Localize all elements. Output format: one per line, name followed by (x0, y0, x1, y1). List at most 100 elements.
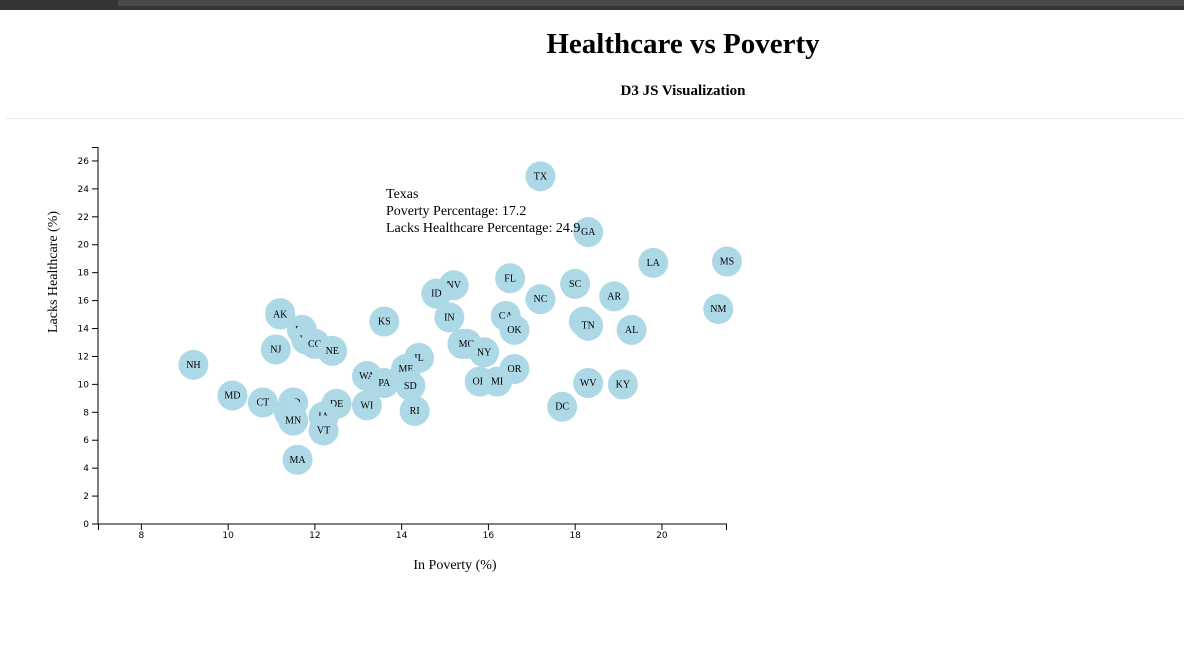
state-label: LA (647, 258, 661, 269)
state-label: NJ (270, 344, 281, 355)
state-label: IL (414, 353, 423, 364)
state-point-id[interactable]: ID (421, 278, 452, 309)
state-circle[interactable] (308, 415, 339, 446)
state-point-ct[interactable]: CT (247, 387, 278, 418)
state-label: OK (507, 325, 522, 336)
x-axis-title[interactable]: In Poverty (%) (413, 558, 497, 573)
state-point-nh[interactable]: NH (178, 349, 209, 380)
state-point-ks[interactable]: KS (369, 306, 400, 337)
state-circle[interactable] (495, 263, 526, 294)
state-point-ny[interactable]: NY (469, 337, 500, 368)
state-circle[interactable] (525, 284, 556, 315)
state-circle[interactable] (616, 314, 647, 345)
page-subtitle: D3 JS Visualization (620, 83, 746, 99)
state-circle[interactable] (421, 278, 452, 309)
state-point-al[interactable]: AL (616, 314, 647, 345)
state-label: KS (378, 317, 391, 328)
state-circle[interactable] (525, 161, 556, 192)
state-circle[interactable] (599, 281, 630, 312)
state-point-la[interactable]: LA (638, 247, 669, 278)
state-circle[interactable] (573, 217, 604, 248)
state-circle[interactable] (434, 302, 465, 333)
state-circle[interactable] (399, 395, 430, 426)
state-circle[interactable] (703, 293, 734, 324)
state-point-nm[interactable]: NM (703, 293, 734, 324)
tooltip: Texas Poverty Percentage: 17.2 Lacks Hea… (386, 187, 580, 236)
state-circle[interactable] (260, 334, 291, 365)
browser-tab-strip (118, 0, 1184, 6)
state-label: NV (446, 280, 461, 291)
y-tick-label: 22 (78, 213, 89, 223)
state-point-md[interactable]: MD (217, 380, 248, 411)
state-point-pa[interactable]: PA (369, 367, 400, 398)
state-circle[interactable] (282, 444, 313, 475)
state-point-wv[interactable]: WV (573, 367, 604, 398)
state-label: CA (499, 311, 514, 322)
state-point-mn[interactable]: MN (278, 405, 309, 436)
state-label: IN (444, 312, 455, 323)
x-tick-label: 18 (569, 531, 581, 541)
state-point-ne[interactable]: NE (317, 335, 348, 366)
state-label: MA (289, 455, 306, 466)
state-circle[interactable] (499, 314, 530, 345)
state-point-vt[interactable]: VT (308, 415, 339, 446)
state-label: DC (555, 402, 569, 413)
state-point-nj[interactable]: NJ (260, 334, 291, 365)
state-circle[interactable] (317, 335, 348, 366)
state-circle[interactable] (369, 306, 400, 337)
state-circle[interactable] (712, 246, 742, 277)
state-circle[interactable] (278, 405, 309, 436)
state-point-dc[interactable]: DC (547, 391, 578, 422)
state-point-fl[interactable]: FL (495, 263, 526, 294)
state-label: CT (256, 398, 269, 409)
state-label: WA (359, 371, 375, 382)
state-point-nc[interactable]: NC (525, 284, 556, 315)
state-label: KY (616, 379, 630, 390)
state-label: ID (431, 289, 442, 300)
y-tick-label: 20 (78, 241, 90, 251)
state-circle[interactable] (469, 337, 500, 368)
state-circle[interactable] (217, 380, 248, 411)
state-label: DE (330, 399, 343, 410)
state-circle[interactable] (482, 366, 513, 397)
state-circle[interactable] (547, 391, 578, 422)
state-point-ri[interactable]: RI (399, 395, 430, 426)
state-point-mi[interactable]: MI (482, 366, 513, 397)
state-point-ar[interactable]: AR (599, 281, 630, 312)
state-circle[interactable] (607, 369, 638, 400)
state-circle[interactable] (178, 349, 209, 380)
state-point-tn[interactable]: TN (573, 310, 604, 341)
state-label: AL (625, 325, 638, 336)
state-circle[interactable] (573, 310, 604, 341)
state-point-ky[interactable]: KY (607, 369, 638, 400)
x-tick-label: 14 (396, 531, 408, 541)
state-circle[interactable] (265, 299, 296, 330)
state-point-in[interactable]: IN (434, 302, 465, 333)
state-label: NC (534, 294, 548, 305)
state-point-ak[interactable]: AK (265, 299, 296, 330)
state-point-ok[interactable]: OK (499, 314, 530, 345)
state-point-ma[interactable]: MA (282, 444, 313, 475)
state-label: MI (491, 377, 503, 388)
state-circle[interactable] (351, 390, 382, 421)
state-point-sd[interactable]: SD (395, 370, 426, 401)
state-point-ga[interactable]: GA (573, 217, 604, 248)
page-title: Healthcare vs Poverty (546, 28, 820, 60)
state-label: MN (285, 416, 301, 427)
y-axis-title[interactable]: Lacks Healthcare (%) (46, 211, 61, 333)
state-label: GA (581, 227, 596, 238)
y-tick-label: 2 (83, 492, 89, 502)
state-label: RI (410, 406, 420, 417)
state-circle[interactable] (560, 268, 591, 299)
state-circle[interactable] (638, 247, 669, 278)
state-point-tx[interactable]: TX (525, 161, 556, 192)
y-tick-label: 6 (83, 436, 89, 446)
state-circle[interactable] (247, 387, 278, 418)
state-point-ms[interactable]: MS (712, 246, 742, 277)
state-point-sc[interactable]: SC (560, 268, 591, 299)
state-circle[interactable] (573, 367, 604, 398)
state-circle[interactable] (369, 367, 400, 398)
state-point-wi[interactable]: WI (351, 390, 382, 421)
state-circle[interactable] (395, 370, 426, 401)
